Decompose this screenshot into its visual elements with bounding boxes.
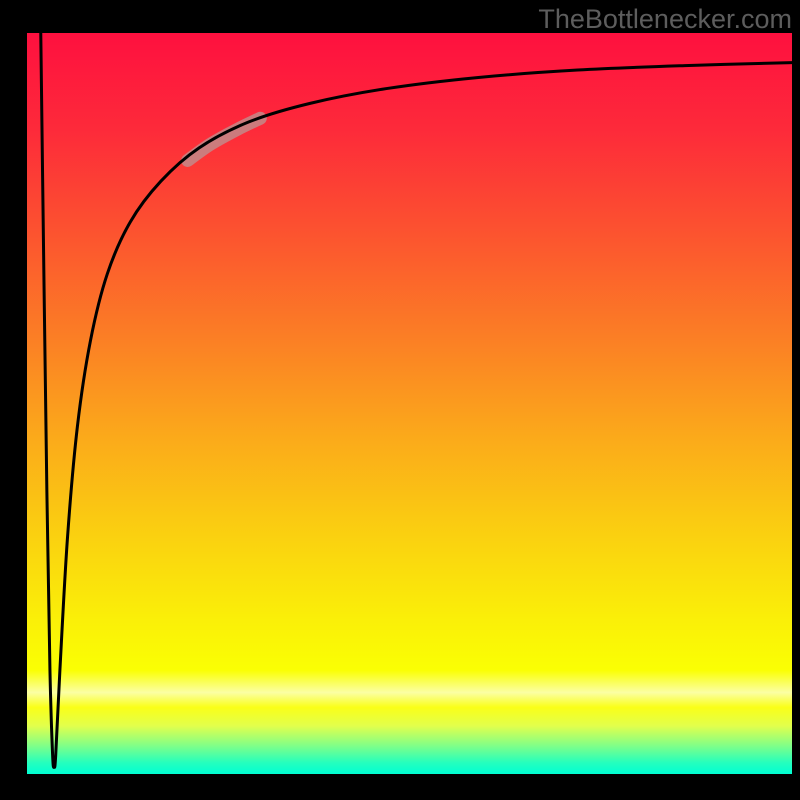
watermark-text: TheBottlenecker.com [538, 4, 792, 35]
chart-frame: TheBottlenecker.com [0, 0, 800, 800]
plot-area [27, 33, 792, 774]
bottleneck-curve [41, 33, 792, 767]
highlight-segment [188, 118, 261, 160]
curve-layer [27, 33, 792, 774]
